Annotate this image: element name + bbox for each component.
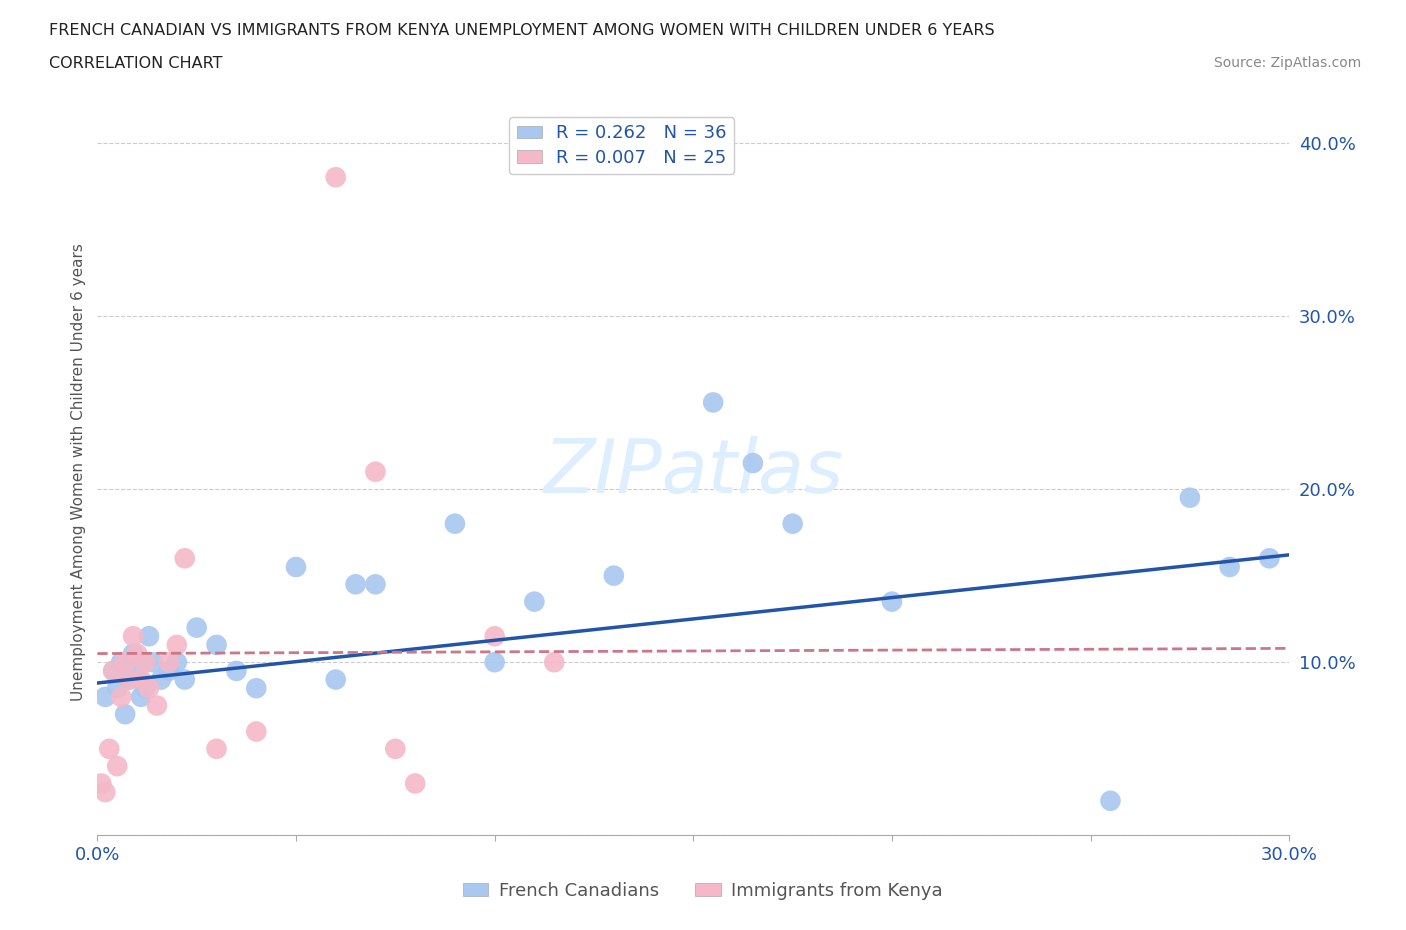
Point	[741, 456, 763, 471]
Legend: French Canadians, Immigrants from Kenya: French Canadians, Immigrants from Kenya	[456, 874, 950, 907]
Point	[364, 464, 387, 479]
Point	[166, 637, 188, 652]
Point	[114, 655, 136, 670]
Point	[173, 672, 195, 687]
Point	[149, 672, 172, 687]
Point	[103, 663, 125, 678]
Point	[782, 516, 804, 531]
Point	[103, 663, 125, 678]
Point	[344, 577, 367, 591]
Point	[110, 655, 132, 670]
Point	[245, 724, 267, 739]
Point	[114, 707, 136, 722]
Text: CORRELATION CHART: CORRELATION CHART	[49, 56, 222, 71]
Point	[157, 663, 180, 678]
Point	[1258, 551, 1281, 565]
Point	[129, 689, 152, 704]
Point	[205, 637, 228, 652]
Point	[702, 395, 724, 410]
Point	[225, 663, 247, 678]
Point	[543, 655, 565, 670]
Point	[603, 568, 626, 583]
Point	[245, 681, 267, 696]
Point	[146, 698, 169, 713]
Point	[110, 689, 132, 704]
Point	[118, 672, 141, 687]
Point	[173, 551, 195, 565]
Point	[484, 655, 506, 670]
Point	[125, 646, 148, 661]
Point	[98, 741, 121, 756]
Text: FRENCH CANADIAN VS IMMIGRANTS FROM KENYA UNEMPLOYMENT AMONG WOMEN WITH CHILDREN : FRENCH CANADIAN VS IMMIGRANTS FROM KENYA…	[49, 23, 995, 38]
Point	[186, 620, 208, 635]
Point	[484, 629, 506, 644]
Point	[125, 663, 148, 678]
Point	[880, 594, 903, 609]
Legend: R = 0.262   N = 36, R = 0.007   N = 25: R = 0.262 N = 36, R = 0.007 N = 25	[509, 117, 734, 174]
Point	[166, 655, 188, 670]
Point	[94, 785, 117, 800]
Point	[205, 741, 228, 756]
Point	[90, 776, 112, 790]
Point	[118, 672, 141, 687]
Point	[138, 629, 160, 644]
Point	[105, 759, 128, 774]
Point	[444, 516, 467, 531]
Point	[134, 655, 156, 670]
Point	[404, 776, 426, 790]
Point	[105, 681, 128, 696]
Point	[94, 689, 117, 704]
Point	[1219, 560, 1241, 575]
Y-axis label: Unemployment Among Women with Children Under 6 years: Unemployment Among Women with Children U…	[72, 243, 86, 700]
Point	[1178, 490, 1201, 505]
Point	[325, 170, 347, 185]
Text: ZIPatlas: ZIPatlas	[543, 436, 844, 508]
Point	[142, 655, 165, 670]
Point	[122, 646, 145, 661]
Point	[384, 741, 406, 756]
Point	[129, 672, 152, 687]
Point	[134, 681, 156, 696]
Point	[523, 594, 546, 609]
Point	[1099, 793, 1122, 808]
Point	[325, 672, 347, 687]
Point	[138, 681, 160, 696]
Point	[122, 629, 145, 644]
Point	[157, 655, 180, 670]
Point	[285, 560, 308, 575]
Point	[364, 577, 387, 591]
Text: Source: ZipAtlas.com: Source: ZipAtlas.com	[1213, 56, 1361, 70]
